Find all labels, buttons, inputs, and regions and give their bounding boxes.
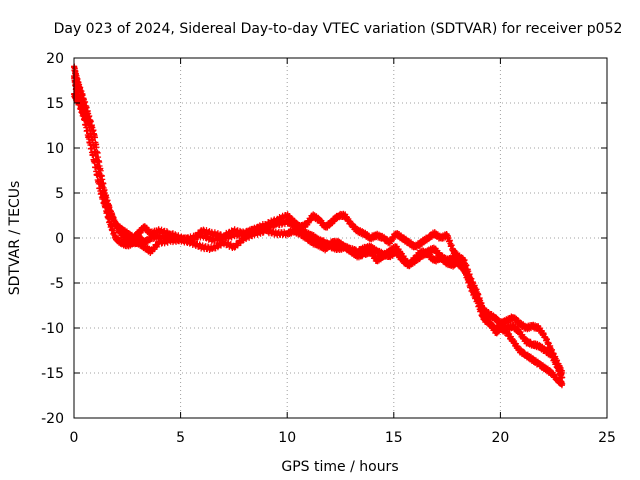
series-track-b <box>71 63 566 376</box>
y-axis-label: SDTVAR / TECUs <box>7 181 23 296</box>
chart-title: Day 023 of 2024, Sidereal Day-to-day VTE… <box>54 21 623 37</box>
x-axis-label: GPS time / hours <box>281 459 398 475</box>
series-track-c <box>71 90 566 389</box>
tick-labels: 0 5 10 15 20 25 -20 -15 -10 -5 0 5 10 15 20 <box>41 51 616 446</box>
x-tick-label: 10 <box>278 430 296 446</box>
y-tick-label: 20 <box>46 51 64 67</box>
y-tick-label: 5 <box>55 186 64 202</box>
data-point-fill <box>227 231 234 238</box>
data-points <box>71 63 566 389</box>
y-tick-label: -10 <box>41 321 64 337</box>
data-point <box>559 380 566 387</box>
y-tick-label: 0 <box>55 231 64 247</box>
x-tick-label: 0 <box>70 430 79 446</box>
data-point-fill <box>231 244 238 251</box>
y-tick-label: 15 <box>46 96 64 112</box>
x-tick-label: 5 <box>176 430 185 446</box>
data-point <box>559 370 566 376</box>
axis-ticks <box>73 57 608 419</box>
y-tick-label: -15 <box>41 366 64 382</box>
x-tick-label: 20 <box>491 430 509 446</box>
data-point-fill <box>196 231 203 238</box>
x-tick-label: 25 <box>598 430 616 446</box>
y-tick-label: 10 <box>46 141 64 157</box>
y-tick-label: -5 <box>50 276 64 292</box>
x-tick-label: 15 <box>385 430 403 446</box>
y-tick-label: -20 <box>41 411 64 427</box>
